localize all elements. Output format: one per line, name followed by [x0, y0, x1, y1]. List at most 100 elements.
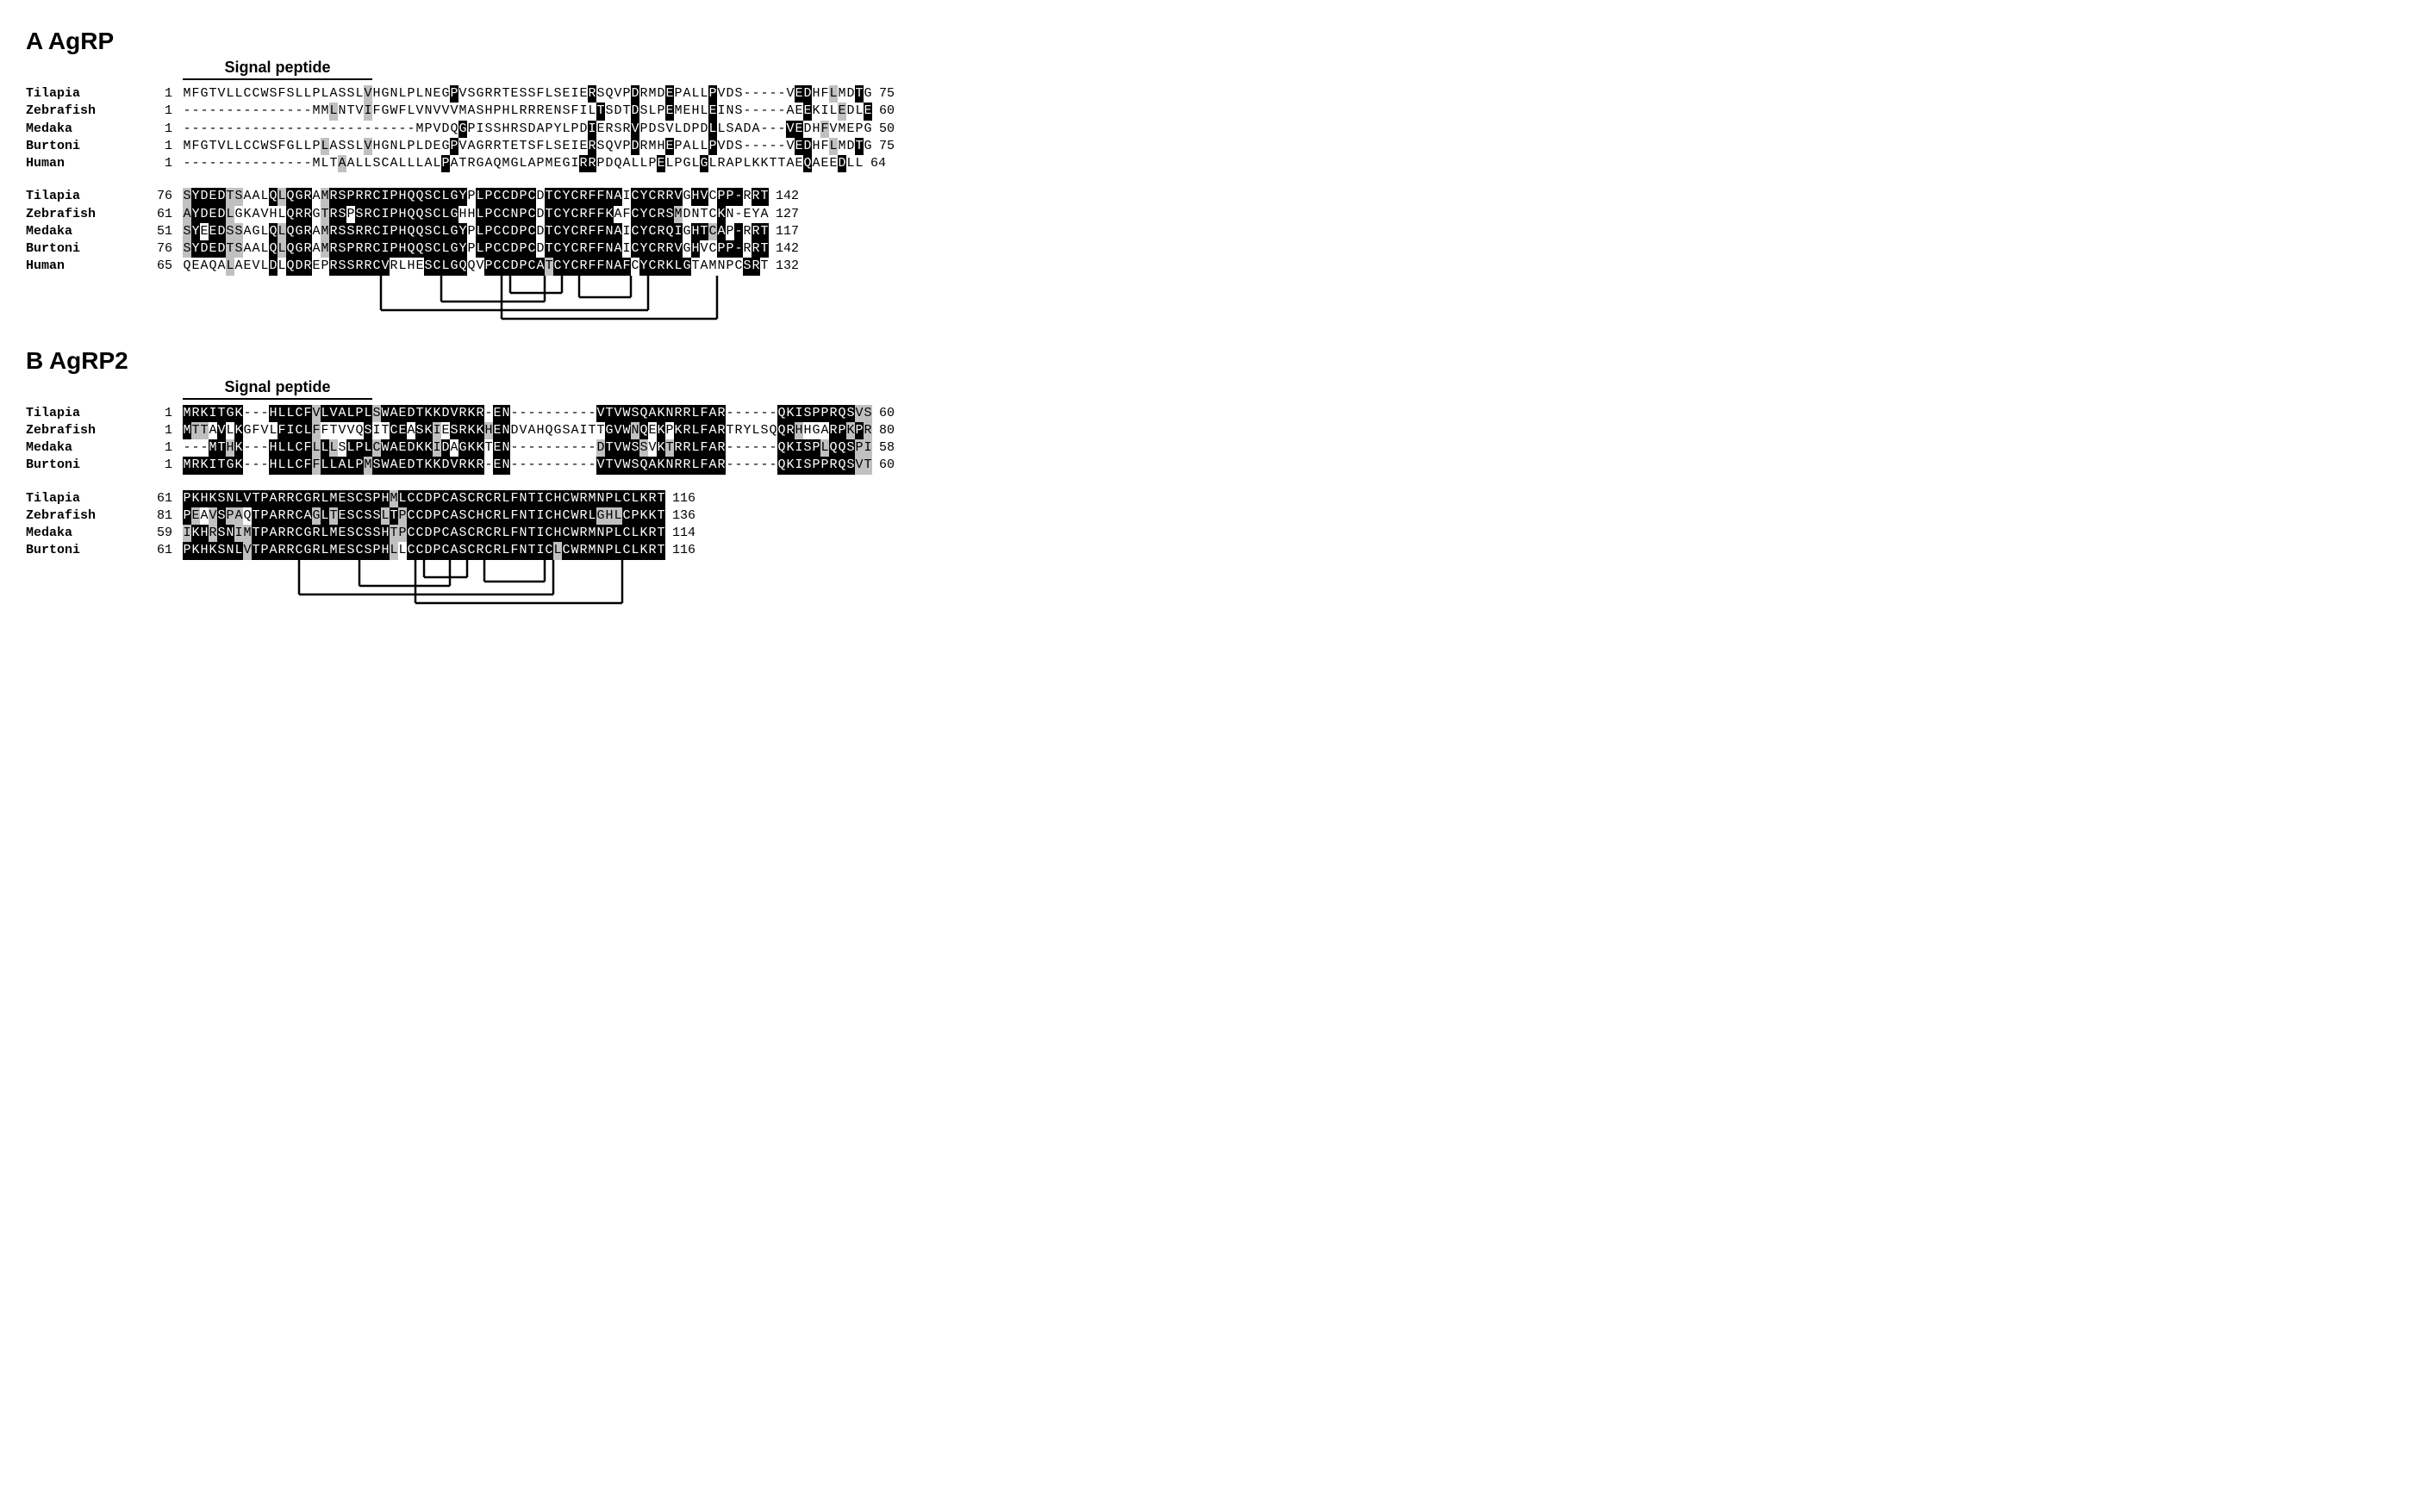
residue: P — [717, 240, 726, 258]
residue: - — [519, 457, 527, 474]
residue: - — [484, 405, 493, 422]
residue: V — [614, 85, 622, 103]
residue: R — [303, 240, 312, 258]
residue: K — [476, 422, 484, 439]
residue: E — [510, 138, 519, 155]
residue: H — [398, 188, 407, 205]
residue: S — [553, 138, 562, 155]
residue: T — [691, 258, 700, 275]
residue: E — [743, 206, 752, 223]
residue: L — [398, 155, 407, 172]
residue: N — [605, 223, 614, 240]
residue: T — [760, 188, 769, 205]
residue: L — [278, 188, 286, 205]
residue: K — [433, 405, 441, 422]
species-label: Zebrafish — [26, 507, 138, 525]
residue: R — [312, 542, 321, 559]
residue: L — [614, 542, 622, 559]
species-label: Medaka — [26, 439, 138, 457]
residue: R — [286, 542, 295, 559]
residue: V — [260, 206, 269, 223]
end-position: 64 — [870, 155, 905, 172]
residue: L — [562, 121, 571, 138]
residue: C — [502, 223, 510, 240]
residue: S — [476, 103, 484, 120]
residue: - — [726, 405, 734, 422]
residue: N — [390, 85, 398, 103]
residue: L — [303, 138, 312, 155]
residue: L — [752, 422, 760, 439]
residue: N — [553, 103, 562, 120]
residue: Q — [605, 85, 614, 103]
residue: - — [484, 457, 493, 474]
residue: S — [372, 507, 381, 525]
residue: D — [683, 206, 691, 223]
residue: V — [329, 405, 338, 422]
residue: A — [243, 223, 252, 240]
residue: C — [295, 457, 303, 474]
residue: V — [614, 439, 622, 457]
residue: A — [329, 85, 338, 103]
residue: S — [346, 542, 355, 559]
start-position: 1 — [138, 405, 172, 422]
residue: E — [648, 422, 657, 439]
residue: N — [665, 405, 674, 422]
residue: S — [527, 138, 536, 155]
residue: K — [424, 457, 433, 474]
residue: - — [510, 457, 519, 474]
sequence-row: Burtoni61PKHKSNLVTPARRCGRLMESCSPHLLCCDPC… — [26, 542, 2394, 559]
residue: L — [234, 542, 243, 559]
residue: Q — [639, 457, 648, 474]
residue: P — [726, 223, 734, 240]
residue: S — [183, 223, 191, 240]
residue: F — [700, 422, 708, 439]
residue: F — [571, 103, 579, 120]
residue: T — [527, 542, 536, 559]
residue: M — [674, 103, 683, 120]
end-position: 116 — [672, 490, 707, 507]
residue: - — [769, 85, 777, 103]
residue: S — [372, 525, 381, 542]
residue: L — [303, 422, 312, 439]
residue: C — [381, 155, 390, 172]
residue: C — [407, 525, 415, 542]
residue: H — [657, 138, 665, 155]
residue: L — [260, 240, 269, 258]
sequence-row: Human1---------------MLTAALLSCALLLALPATR… — [26, 155, 2394, 172]
residue: - — [381, 121, 390, 138]
residue: - — [260, 405, 269, 422]
residue: C — [571, 240, 579, 258]
species-label: Tilapia — [26, 188, 138, 205]
residue: M — [243, 525, 252, 542]
residue: N — [605, 258, 614, 275]
residue: R — [364, 240, 372, 258]
residue: C — [252, 138, 260, 155]
residue: R — [683, 439, 691, 457]
residue: - — [553, 439, 562, 457]
residue: A — [183, 206, 191, 223]
residue: - — [243, 457, 252, 474]
residue: - — [527, 405, 536, 422]
residue: A — [648, 405, 657, 422]
residue: - — [769, 457, 777, 474]
residue: T — [217, 439, 226, 457]
residue: T — [605, 439, 614, 457]
residue: L — [476, 240, 484, 258]
residue: C — [415, 507, 424, 525]
residue: P — [674, 85, 683, 103]
residue: L — [226, 422, 234, 439]
residue: C — [441, 490, 450, 507]
residue: K — [191, 542, 200, 559]
residue: V — [450, 103, 458, 120]
residue: L — [278, 439, 286, 457]
residue: - — [519, 439, 527, 457]
residue: S — [665, 206, 674, 223]
residue: A — [820, 422, 829, 439]
residue: T — [217, 457, 226, 474]
residue: N — [519, 542, 527, 559]
residue: D — [510, 223, 519, 240]
residue: S — [355, 206, 364, 223]
residue: K — [717, 206, 726, 223]
residue: - — [588, 405, 596, 422]
residue: C — [527, 206, 536, 223]
